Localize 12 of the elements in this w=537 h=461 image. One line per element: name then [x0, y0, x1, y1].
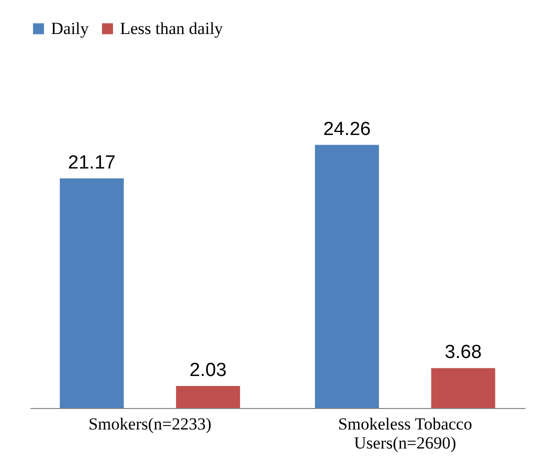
- bar: [176, 386, 240, 408]
- x-tick-label: Smokers(n=2233): [88, 414, 212, 434]
- bar: [431, 368, 496, 408]
- data-label: 2.03: [190, 360, 227, 381]
- legend-label: Daily: [51, 18, 90, 38]
- legend-label: Less than daily: [120, 18, 224, 38]
- data-label: 21.17: [68, 152, 116, 174]
- data-label: 3.68: [444, 342, 482, 364]
- data-label: 24.26: [323, 118, 371, 140]
- bar: [60, 178, 124, 408]
- x-tick-label: Smokeless Tobacco Users(n=2690): [338, 414, 472, 452]
- bar: [314, 144, 379, 408]
